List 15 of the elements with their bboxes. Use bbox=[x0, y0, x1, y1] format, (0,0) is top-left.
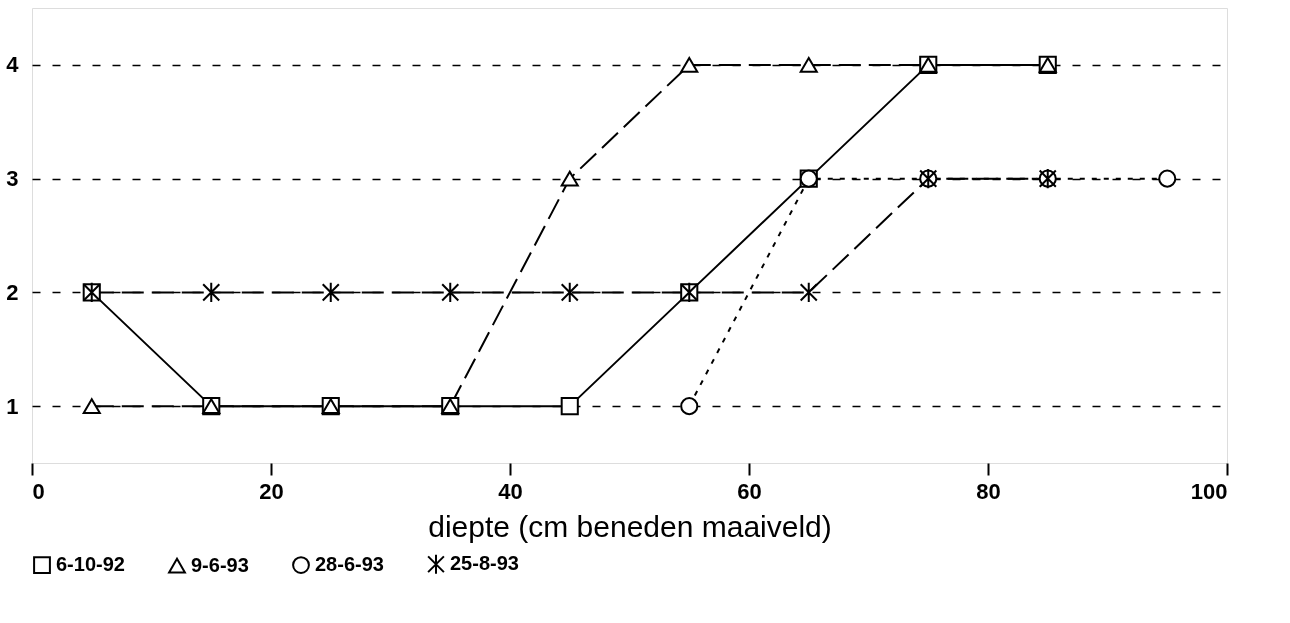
y-tick-label: 4 bbox=[6, 52, 20, 78]
legend-label: 25-8-93 bbox=[450, 552, 519, 575]
x-tick-label: 100 bbox=[1190, 478, 1228, 504]
legend-label: 6-10-92 bbox=[56, 553, 125, 576]
x-tick-label: 80 bbox=[976, 478, 1001, 504]
legend-label: 9-6-93 bbox=[191, 553, 249, 576]
y-tick-label: 2 bbox=[6, 279, 19, 305]
x-axis-title: diepte (cm beneden maaiveld) bbox=[428, 509, 832, 543]
y-tick-label: 3 bbox=[6, 166, 19, 192]
x-tick-label: 40 bbox=[498, 478, 523, 504]
x-tick-label: 20 bbox=[259, 478, 284, 504]
x-tick-label: 0 bbox=[32, 478, 45, 504]
x-tick-label: 60 bbox=[737, 478, 762, 504]
legend-label: 28-6-93 bbox=[315, 553, 384, 576]
y-tick-label: 1 bbox=[6, 393, 19, 419]
